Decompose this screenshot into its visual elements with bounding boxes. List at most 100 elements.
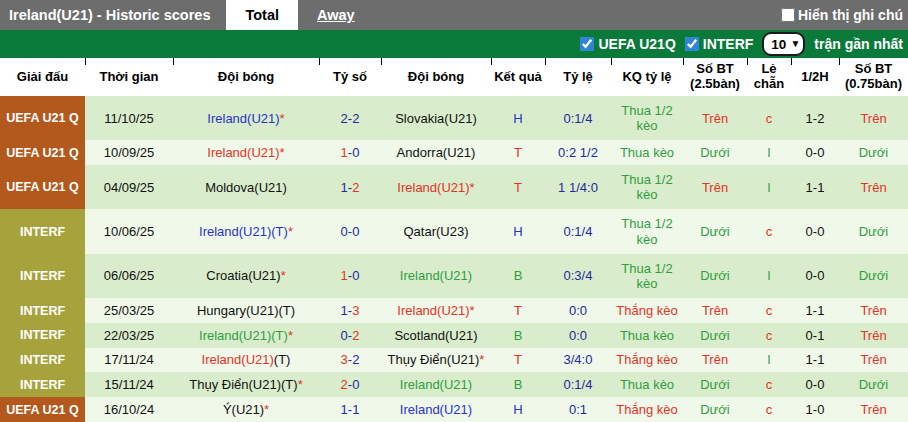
half-time-cell: 1-0	[791, 397, 839, 422]
col-header-score: Tỷ số	[319, 58, 381, 96]
date-cell: 16/10/24	[85, 397, 173, 422]
result-cell: B	[491, 254, 545, 298]
odds-cell: 0:0	[545, 323, 611, 348]
away-team-cell: Slovakia(U21)	[381, 96, 491, 140]
col-header-half-time: 1/2H	[791, 58, 839, 96]
col-header-home-team: Đội bóng	[173, 58, 319, 96]
tab-total[interactable]: Total	[226, 0, 298, 30]
league-cell: UEFA U21 Q	[0, 397, 85, 422]
filter-interf[interactable]: INTERF	[685, 36, 754, 52]
home-team-cell: Croatia(U21)*	[173, 254, 319, 298]
score-cell: 1-3	[319, 298, 381, 323]
odds-result-cell: Thua 1/2 kèo	[611, 165, 683, 209]
score-cell: 2-0	[319, 372, 381, 397]
odd-even-cell: c	[747, 298, 791, 323]
over-under-0-75-cell: Trên	[839, 96, 908, 140]
uefa-u21q-checkbox[interactable]	[580, 37, 594, 51]
over-under-2-5-cell: Trên	[683, 96, 747, 140]
filter-uefa-u21q[interactable]: UEFA U21Q	[580, 36, 675, 52]
score-cell: 0-2	[319, 323, 381, 348]
table-row: UEFA U21 Q11/10/25Ireland(U21)*2-2Slovak…	[0, 96, 908, 140]
table-row: INTERF25/03/25Hungary(U21)(T)1-3Ireland(…	[0, 298, 908, 323]
odds-result-cell: Thua 1/2 kèo	[611, 96, 683, 140]
half-time-cell: 1-1	[791, 298, 839, 323]
league-cell: UEFA U21 Q	[0, 96, 85, 140]
odd-even-cell: l	[747, 348, 791, 373]
date-cell: 11/10/25	[85, 96, 173, 140]
date-cell: 25/03/25	[85, 298, 173, 323]
away-team-cell: Qatar(U23)	[381, 209, 491, 253]
col-header-away-team: Đội bóng	[381, 58, 491, 96]
half-time-cell: 0-0	[791, 372, 839, 397]
over-under-2-5-cell: Dưới	[683, 209, 747, 253]
score-cell: 1-0	[319, 254, 381, 298]
result-cell: B	[491, 323, 545, 348]
table-header: Giải đấu Thời gian Đội bóng Tỷ số Đội bó…	[0, 58, 908, 96]
over-under-2-5-cell: Dưới	[683, 140, 747, 165]
odds-cell: 1 1/4:0	[545, 165, 611, 209]
page-title: Ireland(U21) - Historic scores	[0, 0, 226, 30]
league-cell: UEFA U21 Q	[0, 165, 85, 209]
odds-result-cell: Thua kèo	[611, 140, 683, 165]
col-header-over-under-0-75: Số BT (0.75bàn)	[839, 58, 908, 96]
interf-checkbox[interactable]	[685, 37, 699, 51]
odds-cell: 0:1	[545, 397, 611, 422]
score-cell: 1-2	[319, 165, 381, 209]
history-table-body: UEFA U21 Q11/10/25Ireland(U21)*2-2Slovak…	[0, 96, 908, 422]
home-team-cell: Ireland(U21)*	[173, 96, 319, 140]
score-cell: 2-2	[319, 96, 381, 140]
show-notes-checkbox[interactable]	[781, 8, 795, 22]
half-time-cell: 0-0	[791, 140, 839, 165]
match-count-select-wrap: 10 ▼	[762, 32, 805, 56]
odds-result-cell: Thắng kèo	[611, 298, 683, 323]
over-under-2-5-cell: Trên	[683, 165, 747, 209]
home-team-cell: Ireland(U21)(T)	[173, 348, 319, 373]
over-under-0-75-cell: Dưới	[839, 372, 908, 397]
half-time-cell: 0-0	[791, 254, 839, 298]
odd-even-cell: c	[747, 372, 791, 397]
date-cell: 10/06/25	[85, 209, 173, 253]
date-cell: 06/06/25	[85, 254, 173, 298]
col-header-odds: Tỷ lệ	[545, 58, 611, 96]
over-under-2-5-cell: Trên	[683, 348, 747, 373]
league-cell: INTERF	[0, 372, 85, 397]
home-team-cell: Hungary(U21)(T)	[173, 298, 319, 323]
home-team-cell: Moldova(U21)	[173, 165, 319, 209]
match-count-suffix-label: trận gần nhất	[814, 36, 903, 52]
over-under-0-75-cell: Dưới	[839, 140, 908, 165]
col-header-result: Kết quả	[491, 58, 545, 96]
history-table-wrap: Giải đấu Thời gian Đội bóng Tỷ số Đội bó…	[0, 58, 908, 422]
filter-bar: UEFA U21Q INTERF 10 ▼ trận gần nhất	[0, 30, 908, 58]
tab-away[interactable]: Away	[298, 0, 374, 30]
odds-cell: 0:1/4	[545, 372, 611, 397]
odds-result-cell: Thua 1/2 kèo	[611, 254, 683, 298]
table-row: UEFA U21 Q16/10/24Ý(U21)*1-1Ireland(U21)…	[0, 397, 908, 422]
half-time-cell: 0-0	[791, 209, 839, 253]
over-under-2-5-cell: Dưới	[683, 372, 747, 397]
over-under-2-5-cell: Dưới	[683, 254, 747, 298]
over-under-0-75-cell: Trên	[839, 397, 908, 422]
result-cell: H	[491, 397, 545, 422]
odds-cell: 3/4:0	[545, 348, 611, 373]
odds-cell: 0:2 1/2	[545, 140, 611, 165]
odd-even-cell: c	[747, 209, 791, 253]
score-cell: 1-1	[319, 397, 381, 422]
half-time-cell: 1-1	[791, 165, 839, 209]
show-notes-toggle[interactable]: Hiển thị ghi chú	[781, 0, 908, 30]
date-cell: 17/11/24	[85, 348, 173, 373]
show-notes-label: Hiển thị ghi chú	[798, 7, 903, 23]
match-count-select[interactable]: 10	[764, 35, 803, 53]
result-cell: H	[491, 209, 545, 253]
odds-cell: 0:0	[545, 298, 611, 323]
uefa-u21q-label: UEFA U21Q	[598, 36, 675, 52]
odds-result-cell: Thắng kèo	[611, 397, 683, 422]
odd-even-cell: c	[747, 323, 791, 348]
date-cell: 22/03/25	[85, 323, 173, 348]
over-under-0-75-cell: Trên	[839, 298, 908, 323]
league-cell: INTERF	[0, 348, 85, 373]
over-under-0-75-cell: Trên	[839, 348, 908, 373]
result-cell: T	[491, 140, 545, 165]
over-under-0-75-cell: Dưới	[839, 254, 908, 298]
home-team-cell: Ireland(U21)(T)*	[173, 323, 319, 348]
tab-bar: Ireland(U21) - Historic scores Total Awa…	[0, 0, 908, 30]
